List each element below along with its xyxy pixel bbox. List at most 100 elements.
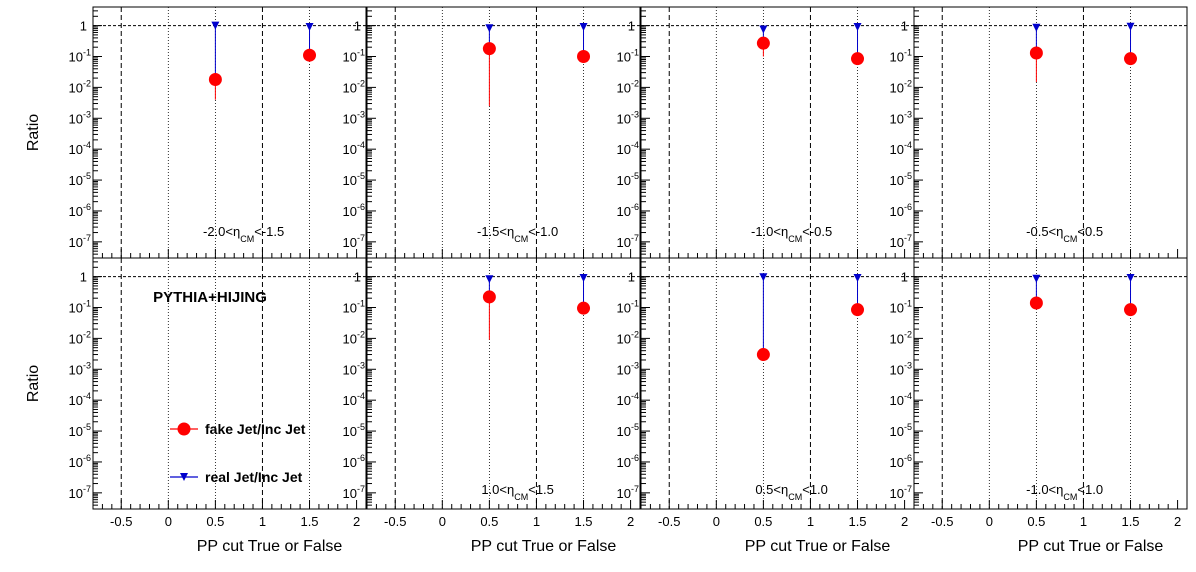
axis-labels: Ratio Ratio PP cut True or False PP cut Tru… <box>25 114 1163 555</box>
x-tick-label: 1.5 <box>300 514 318 529</box>
y-tick-label: 10-7 <box>617 233 639 250</box>
y-tick-label: 10-7 <box>343 484 365 501</box>
y-tick-label: 1 <box>628 19 635 34</box>
real-point <box>579 23 588 32</box>
y-tick-label: 10-4 <box>890 391 912 408</box>
y-tick-label: 10-1 <box>343 298 365 315</box>
legend-real-label: real Jet/Inc Jet <box>205 469 303 485</box>
y-tick-label: 10-5 <box>69 171 91 188</box>
x-tick-label: 1 <box>533 514 540 529</box>
y-tick-label: 1 <box>354 19 361 34</box>
x-tick-label: -0.5 <box>110 514 132 529</box>
y-tick-label: 10-3 <box>343 360 365 377</box>
panel-frame <box>913 6 1188 259</box>
panels: 1 10-1 10-2 10-3 10-4 10-5 10-6 10-7 -2.0<ηCM<-1… <box>69 6 1188 529</box>
x-tick-label: 1 <box>1080 514 1087 529</box>
panel-label: 0.5<ηCM<1.0 <box>755 482 828 502</box>
panel-frame <box>366 257 641 510</box>
panel-4: 1 10-1 10-2 10-3 10-4 10-5 10-6 10-7 -0.5<ηCM<0.… <box>890 6 1188 259</box>
x-tick-label: 0 <box>439 514 446 529</box>
panel-1: 1 10-1 10-2 10-3 10-4 10-5 10-6 10-7 -2.0<ηCM<-1… <box>69 6 367 259</box>
fake-point <box>482 290 496 304</box>
real-point <box>211 21 220 30</box>
y-tick-label: 10-5 <box>617 171 639 188</box>
panel-label: -0.5<ηCM<0.5 <box>1026 224 1103 244</box>
y-tick-label: 10-6 <box>343 202 365 219</box>
legend-fake-label: fake Jet/Inc Jet <box>205 421 306 437</box>
panel-frame <box>640 6 915 259</box>
overlay: PYTHIA+HIJING fake Jet/Inc Jet real Jet/… <box>153 289 306 485</box>
y-tick-label: 10-7 <box>890 484 912 501</box>
real-point <box>759 25 768 34</box>
y-tick-label: 10-2 <box>617 329 639 346</box>
x-tick-label: 1.5 <box>848 514 866 529</box>
panel-2: 1 10-1 10-2 10-3 10-4 10-5 10-6 10-7 -1.5<ηCM<-1… <box>343 6 641 259</box>
panel-label: -2.0<ηCM<-1.5 <box>203 224 284 244</box>
y-tick-label: 10-4 <box>69 391 91 408</box>
real-point <box>853 23 862 32</box>
y-tick-label: 1 <box>901 270 908 285</box>
y-tick-label: 10-5 <box>343 171 365 188</box>
fake-point <box>1124 52 1138 66</box>
y-tick-label: 10-2 <box>890 78 912 95</box>
y-tick-label: 10-7 <box>69 484 91 501</box>
y-tick-label: 10-6 <box>69 202 91 219</box>
y-tick-label: 10-7 <box>617 484 639 501</box>
y-tick-label: 10-4 <box>617 140 639 157</box>
overlay-title: PYTHIA+HIJING <box>153 289 267 306</box>
real-point <box>485 24 494 33</box>
y-tick-label: 10-1 <box>890 47 912 64</box>
x-axis-title: PP cut True or False <box>745 538 891 555</box>
y-tick-label: 10-6 <box>69 453 91 470</box>
y-tick-label: 10-5 <box>890 171 912 188</box>
real-point <box>485 275 494 284</box>
fake-point <box>1029 296 1043 310</box>
fake-point <box>851 303 865 317</box>
x-tick-label: 0.5 <box>206 514 224 529</box>
x-axis-title: PP cut True or False <box>471 538 617 555</box>
panel-frame <box>913 257 1188 510</box>
fake-point <box>851 52 865 66</box>
x-tick-label: -0.5 <box>658 514 680 529</box>
panel-6: 1 10-1 10-2 10-3 10-4 10-5 10-6 10-7 -0.5 0 0.5 1 1.… <box>343 257 641 529</box>
y-tick-label: 10-3 <box>890 360 912 377</box>
fake-point <box>1124 303 1138 317</box>
fake-point <box>303 48 317 62</box>
real-point <box>1126 274 1135 283</box>
fake-point <box>577 301 591 315</box>
real-point <box>853 274 862 283</box>
y-tick-label: 10-1 <box>69 47 91 64</box>
x-tick-label: 0 <box>986 514 993 529</box>
panel-label: -1.5<ηCM<-1.0 <box>477 224 558 244</box>
y-tick-label: 10-7 <box>69 233 91 250</box>
panel-label: -1.0<ηCM<-0.5 <box>751 224 832 244</box>
real-point <box>1032 23 1041 32</box>
x-tick-label: 1 <box>807 514 814 529</box>
x-axis-title: PP cut True or False <box>1018 538 1164 555</box>
legend-fake-marker <box>177 422 191 436</box>
panel-3: 1 10-1 10-2 10-3 10-4 10-5 10-6 10-7 -1.0<ηCM<-0… <box>617 6 915 259</box>
y-tick-label: 10-2 <box>617 78 639 95</box>
fake-point <box>482 42 496 56</box>
y-tick-label: 10-1 <box>617 298 639 315</box>
y-tick-label: 10-6 <box>617 202 639 219</box>
panel-5: 1 10-1 10-2 10-3 10-4 10-5 10-6 10-7 -0.5 0 0.5 1 1.… <box>69 257 367 529</box>
y-tick-label: 10-3 <box>69 360 91 377</box>
y-tick-label: 10-3 <box>617 109 639 126</box>
y-tick-label: 10-4 <box>343 140 365 157</box>
y-tick-label: 10-2 <box>69 78 91 95</box>
y-axis-title: Ratio <box>25 114 42 151</box>
legend: fake Jet/Inc Jet real Jet/Inc Jet <box>170 421 306 485</box>
y-tick-label: 10-6 <box>890 202 912 219</box>
real-point <box>579 274 588 283</box>
y-tick-label: 10-1 <box>617 47 639 64</box>
y-tick-label: 10-4 <box>617 391 639 408</box>
x-tick-label: 2 <box>1174 514 1181 529</box>
x-tick-label: -0.5 <box>931 514 953 529</box>
y-tick-label: 10-1 <box>343 47 365 64</box>
panel-frame <box>92 6 367 259</box>
legend-real-marker <box>180 473 188 481</box>
x-tick-label: 2 <box>901 514 908 529</box>
x-tick-label: 0.5 <box>480 514 498 529</box>
x-tick-label: 0.5 <box>754 514 772 529</box>
